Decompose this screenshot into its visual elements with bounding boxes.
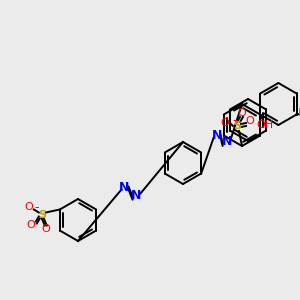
Text: N: N: [131, 189, 142, 202]
Text: O: O: [246, 116, 254, 126]
Text: O: O: [26, 220, 35, 230]
Text: O: O: [24, 202, 33, 212]
Text: N: N: [221, 135, 232, 148]
Text: -: -: [233, 115, 237, 128]
Text: S: S: [38, 209, 46, 220]
Text: O: O: [220, 118, 230, 128]
Text: O: O: [41, 224, 50, 233]
Text: S: S: [233, 121, 241, 131]
Text: N: N: [212, 129, 222, 142]
Text: N: N: [119, 181, 130, 194]
Text: O: O: [238, 108, 246, 118]
Text: NH: NH: [298, 107, 300, 118]
Text: -: -: [34, 201, 39, 214]
Text: OH: OH: [256, 119, 274, 130]
